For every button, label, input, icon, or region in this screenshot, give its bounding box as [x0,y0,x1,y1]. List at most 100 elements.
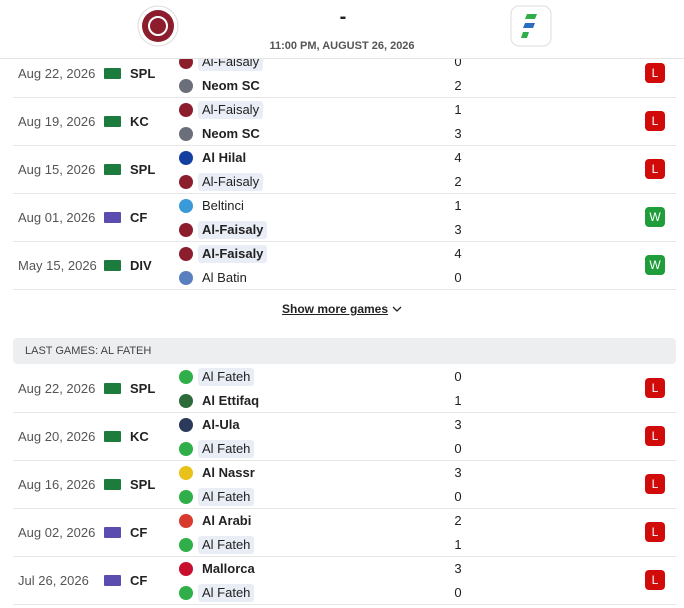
team-logo [179,442,193,456]
score: - [339,6,347,28]
team-score: 3 [454,417,462,432]
team-logo [179,79,193,93]
league-code: CF [130,525,148,540]
team-score: 3 [454,561,462,576]
league-flag [104,527,121,538]
team-name: Al Arabi [202,513,252,528]
result-badge: L [645,426,665,446]
team-score: 3 [454,465,462,480]
match-row[interactable]: Aug 19, 2026 KC Al-Faisaly 1 Neom SC 3 L [13,98,676,146]
result-badge: L [645,474,665,494]
team-name: Neom SC [202,78,260,93]
section-title: LAST GAMES: AL FATEH [13,338,676,364]
result-badge: L [645,111,665,131]
home-team-logo [137,5,179,47]
team-score: 0 [454,54,462,69]
league-flag [104,68,121,79]
team-logo [179,223,193,237]
match-header: - 11:00 PM, AUGUST 26, 2026 [0,0,684,59]
team-name: Al Fateh [198,440,255,458]
league-code: SPL [130,381,156,396]
team-score: 0 [454,441,462,456]
team-name: Al Fateh [198,488,255,506]
match-row[interactable]: Aug 01, 2026 CF Beltinci 1 Al-Faisaly 3 W [13,194,676,242]
league-code: KC [130,429,149,444]
match-date: Aug 16, 2026 [18,477,96,492]
team-name: Al-Faisaly [198,245,268,263]
team-logo [179,514,193,528]
team-score: 4 [454,150,462,165]
match-row[interactable]: Jul 26, 2026 CF Mallorca 3 Al Fateh 0 L [13,557,676,605]
league-flag [104,431,121,442]
team-logo [179,127,193,141]
team-name: Al-Faisaly [198,173,264,191]
league-flag [104,212,121,223]
result-badge: L [645,522,665,542]
result-badge: L [645,378,665,398]
result-badge: W [645,255,665,275]
away-team-logo [510,5,552,47]
team-name: Al-Faisaly [198,221,268,239]
league-flag [104,116,121,127]
match-date: May 15, 2026 [18,258,97,273]
team-logo [179,151,193,165]
team-logo [179,586,193,600]
match-date: Jul 26, 2026 [18,573,89,588]
team-name: Beltinci [202,198,244,213]
league-code: KC [130,114,149,129]
match-row[interactable]: Aug 15, 2026 SPL Al Hilal 4 Al-Faisaly 2 L [13,146,676,194]
team-logo [179,175,193,189]
league-flag [104,479,121,490]
league-flag [104,383,121,394]
league-flag [104,575,121,586]
team-logo [179,538,193,552]
result-badge: L [645,159,665,179]
team-name: Al Fateh [198,368,255,386]
team-logo [179,562,193,576]
league-flag [104,260,121,271]
team-score: 1 [454,198,462,213]
team-score: 1 [454,393,462,408]
team-name: Al Ettifaq [202,393,260,408]
team-logo [179,247,193,261]
team-score: 0 [454,270,462,285]
team-name: Al Batin [202,270,247,285]
team-name: Al Hilal [202,150,247,165]
team-name: Al-Ula [202,417,240,432]
team-score: 2 [454,174,462,189]
team-score: 4 [454,246,462,261]
team-logo [179,103,193,117]
show-more: Show more games [0,302,684,316]
match-row[interactable]: Aug 16, 2026 SPL Al Nassr 3 Al Fateh 0 L [13,461,676,509]
league-code: CF [130,573,148,588]
league-flag [104,164,121,175]
result-badge: L [645,570,665,590]
match-row[interactable]: Aug 02, 2026 CF Al Arabi 2 Al Fateh 1 L [13,509,676,557]
team-name: Al-Faisaly [198,101,264,119]
league-code: DIV [130,258,152,273]
result-badge: L [645,63,665,83]
team-name: Neom SC [202,126,260,141]
match-row[interactable]: Aug 20, 2026 KC Al-Ula 3 Al Fateh 0 L [13,413,676,461]
team-score: 3 [454,222,462,237]
match-row[interactable]: May 15, 2026 DIV Al-Faisaly 4 Al Batin 0 W [13,242,676,290]
team-name: Al Fateh [198,584,255,602]
team-logo [179,271,193,285]
match-datetime: 11:00 PM, AUGUST 26, 2026 [269,40,415,52]
team-score: 1 [454,537,462,552]
team-name: Al Nassr [202,465,255,480]
show-more-link[interactable]: Show more games [281,302,389,316]
match-date: Aug 20, 2026 [18,429,96,444]
match-row[interactable]: Aug 22, 2026 SPL Al Fateh 0 Al Ettifaq 1 L [13,365,676,413]
team-score: 2 [454,78,462,93]
league-code: SPL [130,477,156,492]
chevron-icon [392,306,402,312]
match-date: Aug 22, 2026 [18,66,96,81]
team-score: 1 [454,102,462,117]
match-date: Aug 22, 2026 [18,381,96,396]
match-date: Aug 15, 2026 [18,162,96,177]
team-logo [179,466,193,480]
team-score: 3 [454,126,462,141]
team-logo [179,394,193,408]
